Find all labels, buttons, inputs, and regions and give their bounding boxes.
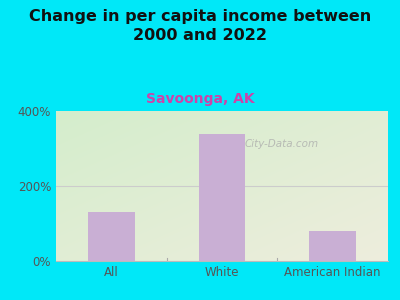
Bar — [310, 231, 356, 261]
Text: Change in per capita income between
2000 and 2022: Change in per capita income between 2000… — [29, 9, 371, 43]
Text: City-Data.com: City-Data.com — [245, 139, 319, 149]
Bar — [199, 134, 245, 261]
Bar — [88, 212, 134, 261]
Text: Savoonga, AK: Savoonga, AK — [146, 92, 254, 106]
